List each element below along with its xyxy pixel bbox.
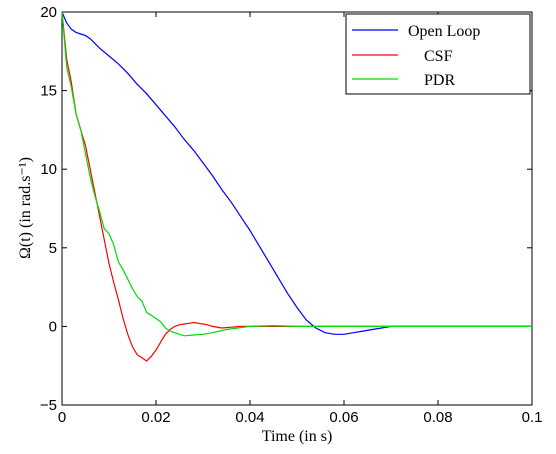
- x-tick-label: 0.08: [423, 409, 452, 426]
- y-tick-label: 5: [49, 240, 57, 257]
- x-axis-label: Time (in s): [262, 428, 333, 445]
- y-tick-label: 20: [40, 4, 57, 21]
- legend-label-open-loop: Open Loop: [408, 23, 480, 40]
- series-lines: [61, 11, 532, 362]
- y-tick-label: 0: [49, 318, 57, 335]
- x-tick-label: 0.04: [235, 409, 264, 426]
- y-tick-label: 10: [40, 161, 57, 178]
- legend: Open Loop CSF PDR: [345, 13, 531, 95]
- series-line-csf: [61, 11, 532, 362]
- y-tick-label: 15: [40, 83, 57, 100]
- legend-label-csf: CSF: [424, 48, 453, 65]
- legend-label-pdr: PDR: [424, 72, 455, 89]
- x-tick-label: 0.1: [522, 409, 543, 426]
- x-tick-label: 0.02: [141, 409, 170, 426]
- y-axis-label: Ω(t) (in rad.s⁻¹): [17, 157, 34, 259]
- series-line-open-loop: [61, 11, 532, 335]
- x-tick-label: 0.06: [329, 409, 358, 426]
- legend-box: [345, 13, 531, 95]
- series-line-pdr: [61, 11, 532, 337]
- y-tick-label: −5: [40, 397, 57, 414]
- x-tick-label: 0: [58, 409, 66, 426]
